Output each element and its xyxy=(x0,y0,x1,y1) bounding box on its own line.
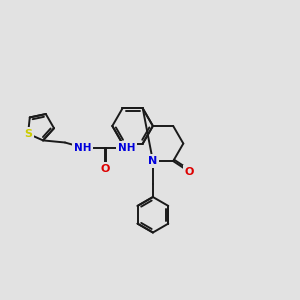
Text: S: S xyxy=(24,129,32,139)
Text: O: O xyxy=(184,167,194,177)
Text: NH: NH xyxy=(118,142,136,153)
Text: N: N xyxy=(148,156,158,166)
Text: NH: NH xyxy=(74,142,92,153)
Text: O: O xyxy=(100,164,110,174)
